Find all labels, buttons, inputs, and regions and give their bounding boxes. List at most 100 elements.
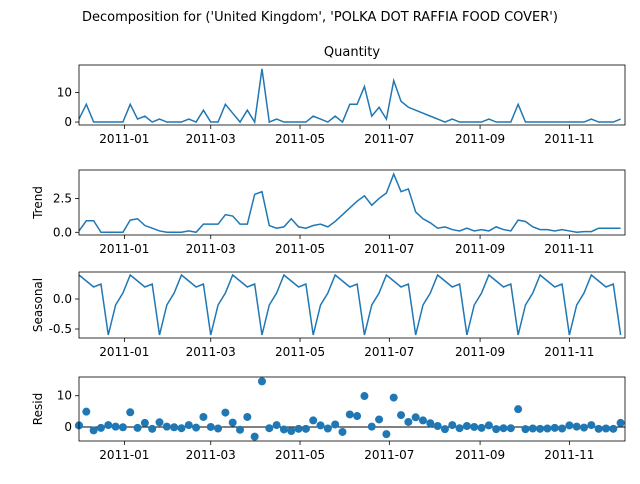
x-tick-label: 2011-11 [544, 345, 594, 359]
point [228, 418, 237, 427]
point [206, 422, 215, 431]
point [433, 422, 442, 431]
point [272, 421, 281, 430]
point [470, 422, 479, 431]
point [177, 424, 186, 433]
x-tick-label: 2011-01 [99, 448, 149, 462]
point [440, 425, 449, 434]
axes-frame [78, 169, 626, 236]
axes-frame [78, 271, 626, 339]
point [418, 416, 427, 425]
series-line [78, 68, 621, 125]
point [448, 421, 457, 430]
point [521, 425, 530, 434]
x-tick-label: 2011-07 [364, 345, 414, 359]
point [111, 422, 120, 431]
point [184, 421, 193, 430]
point [279, 425, 288, 434]
point [89, 426, 98, 435]
axes-frame [78, 376, 626, 442]
point [477, 423, 486, 432]
point [506, 424, 515, 433]
y-axis-label: Seasonal [31, 278, 45, 332]
x-tick-label: 2011-01 [99, 132, 149, 146]
point [536, 424, 545, 433]
point [118, 423, 127, 432]
x-tick-label: 2011-09 [455, 345, 505, 359]
x-tick-label: 2011-03 [186, 242, 236, 256]
y-tick-label: 0 [64, 420, 72, 434]
point [382, 430, 391, 439]
x-tick-label: 2011-03 [186, 345, 236, 359]
point [360, 392, 369, 401]
point [572, 422, 581, 431]
point [133, 423, 142, 432]
x-tick-label: 2011-11 [544, 242, 594, 256]
point [257, 377, 266, 386]
x-tick-label: 2011-01 [99, 345, 149, 359]
point [265, 424, 274, 433]
chart-title: Decomposition for ('United Kingdom', 'PO… [82, 10, 558, 25]
point [528, 424, 537, 433]
x-tick-label: 2011-09 [455, 242, 505, 256]
y-axis-label: Trend [31, 186, 45, 220]
point [199, 412, 208, 421]
x-tick-label: 2011-03 [186, 132, 236, 146]
point [162, 422, 171, 431]
point [338, 427, 347, 436]
x-tick-label: 2011-05 [275, 345, 325, 359]
point [170, 423, 179, 432]
point [580, 423, 589, 432]
point [236, 425, 245, 434]
point [558, 424, 567, 433]
point [82, 407, 91, 416]
x-tick-label: 2011-09 [455, 448, 505, 462]
point [331, 420, 340, 429]
point [404, 417, 413, 426]
point [323, 424, 332, 433]
point [462, 422, 471, 431]
point [587, 421, 596, 430]
point [140, 418, 149, 427]
point [411, 413, 420, 422]
y-tick-label: 0.0 [53, 225, 72, 239]
point [309, 416, 318, 425]
y-tick-label: 10 [57, 389, 72, 403]
point [609, 424, 618, 433]
y-tick-label: 0.0 [53, 292, 72, 306]
point [375, 415, 384, 424]
point [221, 408, 230, 417]
point [250, 432, 259, 441]
x-tick-label: 2011-11 [544, 448, 594, 462]
point [294, 424, 303, 433]
x-tick-label: 2011-03 [186, 448, 236, 462]
point [601, 424, 610, 433]
point [353, 412, 362, 421]
point [126, 408, 135, 417]
series-line [78, 273, 622, 336]
y-tick-label: 0 [64, 115, 72, 129]
x-tick-label: 2011-05 [275, 242, 325, 256]
point [616, 418, 625, 427]
point [565, 421, 574, 430]
point [455, 424, 464, 433]
point [214, 424, 223, 433]
point [484, 421, 493, 430]
point [345, 410, 354, 419]
y-tick-label: 10 [57, 85, 72, 99]
point [499, 424, 508, 433]
x-tick-label: 2011-11 [544, 132, 594, 146]
x-tick-label: 2011-01 [99, 242, 149, 256]
point [492, 425, 501, 434]
series-line [78, 172, 621, 234]
x-tick-label: 2011-09 [455, 132, 505, 146]
point [316, 421, 325, 430]
point [148, 424, 157, 433]
point [96, 423, 105, 432]
x-tick-label: 2011-07 [364, 242, 414, 256]
y-tick-label: -0.5 [49, 322, 72, 336]
point [243, 412, 252, 421]
point [389, 393, 398, 402]
point [543, 424, 552, 433]
